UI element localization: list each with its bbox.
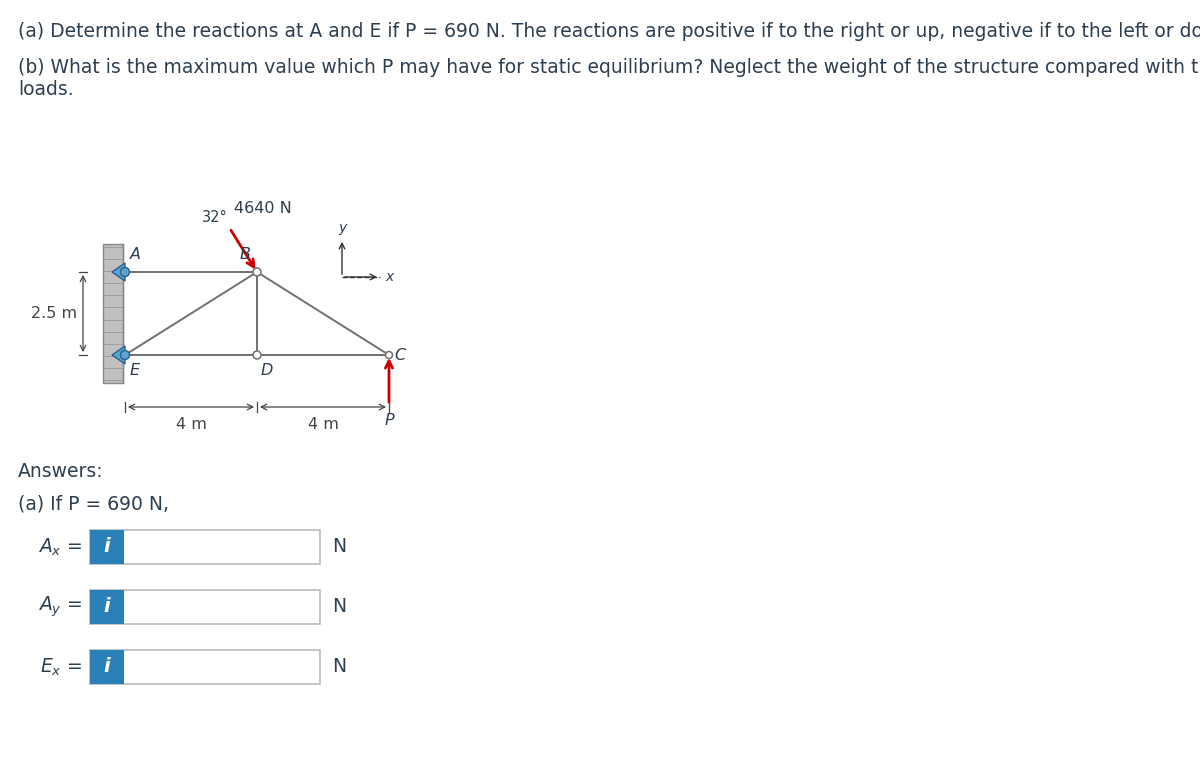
- Circle shape: [120, 350, 130, 359]
- Text: i: i: [103, 658, 110, 676]
- Circle shape: [253, 268, 262, 276]
- Text: (b) What is the maximum value which P may have for static equilibrium? Neglect t: (b) What is the maximum value which P ma…: [18, 58, 1200, 77]
- Text: $E_x$ =: $E_x$ =: [40, 656, 82, 678]
- Text: i: i: [103, 598, 110, 617]
- FancyBboxPatch shape: [90, 530, 124, 564]
- FancyBboxPatch shape: [90, 650, 124, 684]
- FancyBboxPatch shape: [90, 590, 124, 624]
- Text: N: N: [332, 598, 346, 617]
- Text: N: N: [332, 537, 346, 557]
- FancyBboxPatch shape: [90, 590, 320, 624]
- Polygon shape: [112, 346, 125, 364]
- Text: (a) If P = 690 N,: (a) If P = 690 N,: [18, 494, 169, 513]
- Circle shape: [385, 352, 392, 359]
- Text: 32°: 32°: [202, 210, 228, 225]
- Text: i: i: [103, 537, 110, 557]
- Text: P: P: [384, 413, 394, 428]
- Text: A: A: [130, 247, 142, 262]
- Text: 2.5 m: 2.5 m: [31, 306, 77, 321]
- Text: D: D: [262, 363, 274, 378]
- Text: y: y: [338, 221, 346, 235]
- Text: 4640 N: 4640 N: [234, 201, 292, 216]
- Text: 4 m: 4 m: [307, 417, 338, 432]
- Text: C: C: [394, 349, 406, 363]
- Circle shape: [253, 351, 262, 359]
- Polygon shape: [103, 244, 124, 383]
- Text: Answers:: Answers:: [18, 462, 103, 481]
- Text: $A_x$ =: $A_x$ =: [38, 536, 82, 557]
- Polygon shape: [112, 263, 125, 281]
- Text: (a) Determine the reactions at A and E if P = 690 N. The reactions are positive : (a) Determine the reactions at A and E i…: [18, 22, 1200, 41]
- Circle shape: [120, 267, 130, 277]
- Text: $A_y$ =: $A_y$ =: [38, 594, 82, 619]
- Text: loads.: loads.: [18, 80, 73, 99]
- Text: x: x: [385, 270, 394, 284]
- Text: 4 m: 4 m: [175, 417, 206, 432]
- Text: B: B: [240, 247, 251, 262]
- Text: E: E: [130, 363, 140, 378]
- Text: N: N: [332, 658, 346, 676]
- FancyBboxPatch shape: [90, 650, 320, 684]
- FancyBboxPatch shape: [90, 530, 320, 564]
